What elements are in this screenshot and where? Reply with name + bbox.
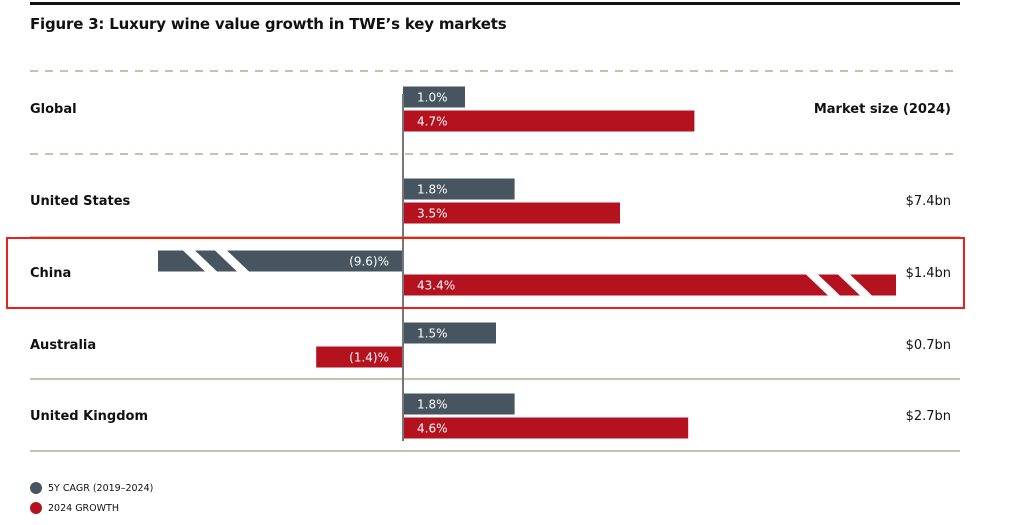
data-label-cagr-united-kingdom: 1.8% [417, 398, 448, 412]
data-label-growth-global: 4.7% [417, 115, 448, 129]
data-label-cagr-global: 1.0% [417, 91, 448, 105]
category-label-australia: Australia [30, 338, 96, 353]
legend-label-cagr: 5Y CAGR (2019–2024) [48, 482, 154, 494]
bar-cagr-united-kingdom [403, 393, 515, 415]
bar-growth-united-states [403, 202, 620, 224]
data-label-growth-china: 43.4% [417, 279, 455, 293]
data-label-growth-united-states: 3.5% [417, 207, 448, 221]
market-size-united-states: $7.4bn [906, 194, 951, 209]
bar-cagr-australia [403, 322, 496, 344]
highlight-box-china [6, 237, 965, 309]
legend-swatch-growth [30, 502, 42, 514]
bar-growth-china [403, 274, 896, 296]
category-label-china: China [30, 266, 71, 281]
axis-break-mark [215, 250, 249, 272]
legend-item-growth: 2024 GROWTH [30, 498, 153, 518]
top-rule [30, 2, 960, 5]
bar-cagr-united-states [403, 178, 515, 200]
axis-break-mark [838, 274, 872, 296]
category-label-global: Global [30, 102, 77, 117]
chart-title: Figure 3: Luxury wine value growth in TW… [30, 15, 507, 33]
bar-growth-global [403, 110, 695, 132]
bar-growth-united-kingdom [403, 417, 689, 439]
data-label-cagr-australia: 1.5% [417, 327, 448, 341]
market-size-header: Market size (2024) [814, 102, 951, 117]
bar-growth-australia [316, 346, 403, 368]
category-label-united-kingdom: United Kingdom [30, 409, 148, 424]
market-size-australia: $0.7bn [906, 338, 951, 353]
data-label-growth-australia: (1.4)% [349, 351, 389, 365]
data-label-cagr-united-states: 1.8% [417, 183, 448, 197]
category-label-united-states: United States [30, 194, 131, 209]
axis-break-mark [183, 250, 217, 272]
bar-cagr-global [403, 86, 465, 108]
market-size-united-kingdom: $2.7bn [906, 409, 951, 424]
legend-label-growth: 2024 GROWTH [48, 502, 119, 514]
data-label-cagr-china: (9.6)% [349, 255, 389, 269]
legend: 5Y CAGR (2019–2024) 2024 GROWTH [30, 478, 153, 518]
data-label-growth-united-kingdom: 4.6% [417, 422, 448, 436]
bar-cagr-china [158, 250, 403, 272]
legend-swatch-cagr [30, 482, 42, 494]
axis-break-mark [806, 274, 840, 296]
legend-item-cagr: 5Y CAGR (2019–2024) [30, 478, 153, 498]
market-size-china: $1.4bn [906, 266, 951, 281]
